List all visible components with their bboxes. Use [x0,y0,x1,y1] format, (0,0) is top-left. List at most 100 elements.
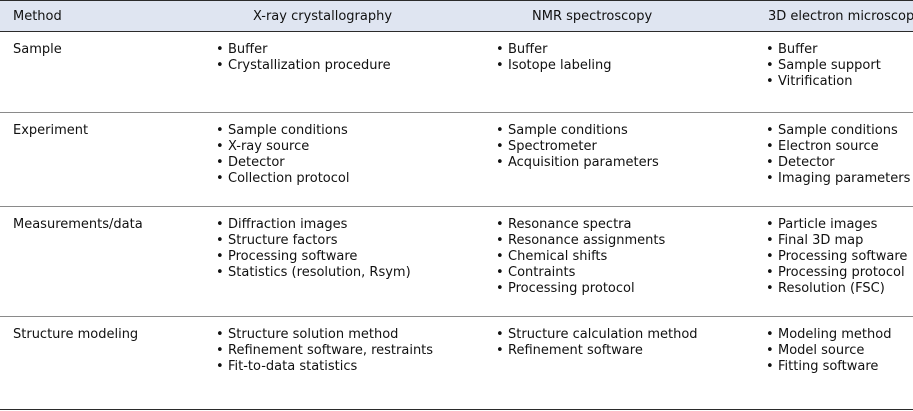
list-item-text: Crystallization procedure [228,58,391,73]
bullet-icon: • [496,155,504,170]
list-item-text: Acquisition parameters [508,155,659,170]
row-label: Experiment [13,123,89,138]
list-item-text: Sample conditions [778,123,898,138]
row-divider [0,112,913,113]
list-item: • Vitrification [766,74,881,90]
list-item: • Structure factors [216,233,411,249]
bullet-icon: • [496,343,504,358]
list-item: • Contraints [496,265,665,281]
list-item: • Crystallization procedure [216,58,391,74]
bullet-icon: • [766,217,774,232]
bullet-icon: • [216,171,224,186]
bullet-icon: • [216,217,224,232]
list-item: • Sample support [766,58,881,74]
list-item: • Processing protocol [496,281,665,297]
bullet-icon: • [216,42,224,57]
bullet-icon: • [216,359,224,374]
bullet-icon: • [766,281,774,296]
list-item: • Buffer [496,42,612,58]
list-item-text: Sample support [778,58,881,73]
list-item: • Chemical shifts [496,249,665,265]
list-item-text: Buffer [508,42,548,57]
cell-em: • Particle images • Final 3D map • Processing… [766,217,907,297]
list-item: • Spectrometer [496,139,659,155]
bullet-icon: • [766,343,774,358]
table-header: Method X-ray crystallography NMR spectro… [0,0,913,32]
bullet-icon: • [216,327,224,342]
header-em: 3D electron microscopy [768,9,913,24]
list-item-text: Buffer [778,42,818,57]
list-item: • Fit-to-data statistics [216,359,433,375]
list-item-text: Spectrometer [508,139,597,154]
bullet-icon: • [766,74,774,89]
list-item: • Detector [766,155,910,171]
list-item-text: Imaging parameters [778,171,911,186]
list-item-text: Processing protocol [778,265,905,280]
bullet-icon: • [216,249,224,264]
cell-em: • Buffer • Sample support • Vitrification [766,42,881,90]
list-item-text: Refinement software [508,343,643,358]
row-divider [0,206,913,207]
bullet-icon: • [766,123,774,138]
bullet-icon: • [216,155,224,170]
list-item: • Imaging parameters [766,171,910,187]
list-item: • Resolution (FSC) [766,281,907,297]
list-item-text: Structure solution method [228,327,399,342]
list-item: • Detector [216,155,349,171]
list-item-text: X-ray source [228,139,310,154]
bullet-icon: • [216,343,224,358]
list-item-text: Chemical shifts [508,249,608,264]
cell-xray: • Buffer • Crystallization procedure [216,42,391,74]
bullet-icon: • [766,42,774,57]
cell-nmr: • Resonance spectra • Resonance assignments… [496,217,665,297]
list-item-text: Sample conditions [508,123,628,138]
list-item: • Refinement software [496,343,698,359]
list-item-text: Resonance assignments [508,233,666,248]
bullet-icon: • [496,139,504,154]
list-item-text: Structure factors [228,233,338,248]
list-item-text: Electron source [778,139,879,154]
cell-em: • Modeling method • Model source • Fitting so… [766,327,891,375]
bullet-icon: • [496,249,504,264]
list-item-text: Buffer [228,42,268,57]
list-item-text: Processing protocol [508,281,635,296]
list-item-text: Resolution (FSC) [778,281,885,296]
list-item: • Sample conditions [766,123,910,139]
list-item: • Final 3D map [766,233,907,249]
list-item: • Buffer [766,42,881,58]
header-method: Method [13,9,62,24]
list-item-text: Fitting software [778,359,879,374]
bullet-icon: • [766,171,774,186]
list-item: • Processing software [766,249,907,265]
list-item: • Diffraction images [216,217,411,233]
cell-nmr: • Buffer • Isotope labeling [496,42,612,74]
list-item-text: Particle images [778,217,878,232]
cell-xray: • Sample conditions • X-ray source • Detector… [216,123,349,187]
list-item-text: Model source [778,343,865,358]
list-item-text: Refinement software, restraints [228,343,434,358]
list-item-text: Detector [228,155,285,170]
list-item: • Structure calculation method [496,327,698,343]
header-nmr: NMR spectroscopy [532,9,653,24]
list-item-text: Structure calculation method [508,327,698,342]
list-item: • Processing protocol [766,265,907,281]
list-item: • Structure solution method [216,327,433,343]
bullet-icon: • [496,42,504,57]
bullet-icon: • [216,123,224,138]
bullet-icon: • [496,281,504,296]
cell-xray: • Structure solution method • Refinement so… [216,327,433,375]
bullet-icon: • [766,359,774,374]
list-item-text: Modeling method [778,327,892,342]
bullet-icon: • [216,233,224,248]
list-item: • Resonance assignments [496,233,665,249]
list-item: • Electron source [766,139,910,155]
list-item-text: Processing software [778,249,908,264]
list-item-text: Isotope labeling [508,58,612,73]
bullet-icon: • [766,139,774,154]
table-bottom-rule [0,409,913,410]
bullet-icon: • [216,58,224,73]
bullet-icon: • [766,58,774,73]
list-item-text: Diffraction images [228,217,348,232]
list-item: • Isotope labeling [496,58,612,74]
header-xray: X-ray crystallography [253,9,393,24]
